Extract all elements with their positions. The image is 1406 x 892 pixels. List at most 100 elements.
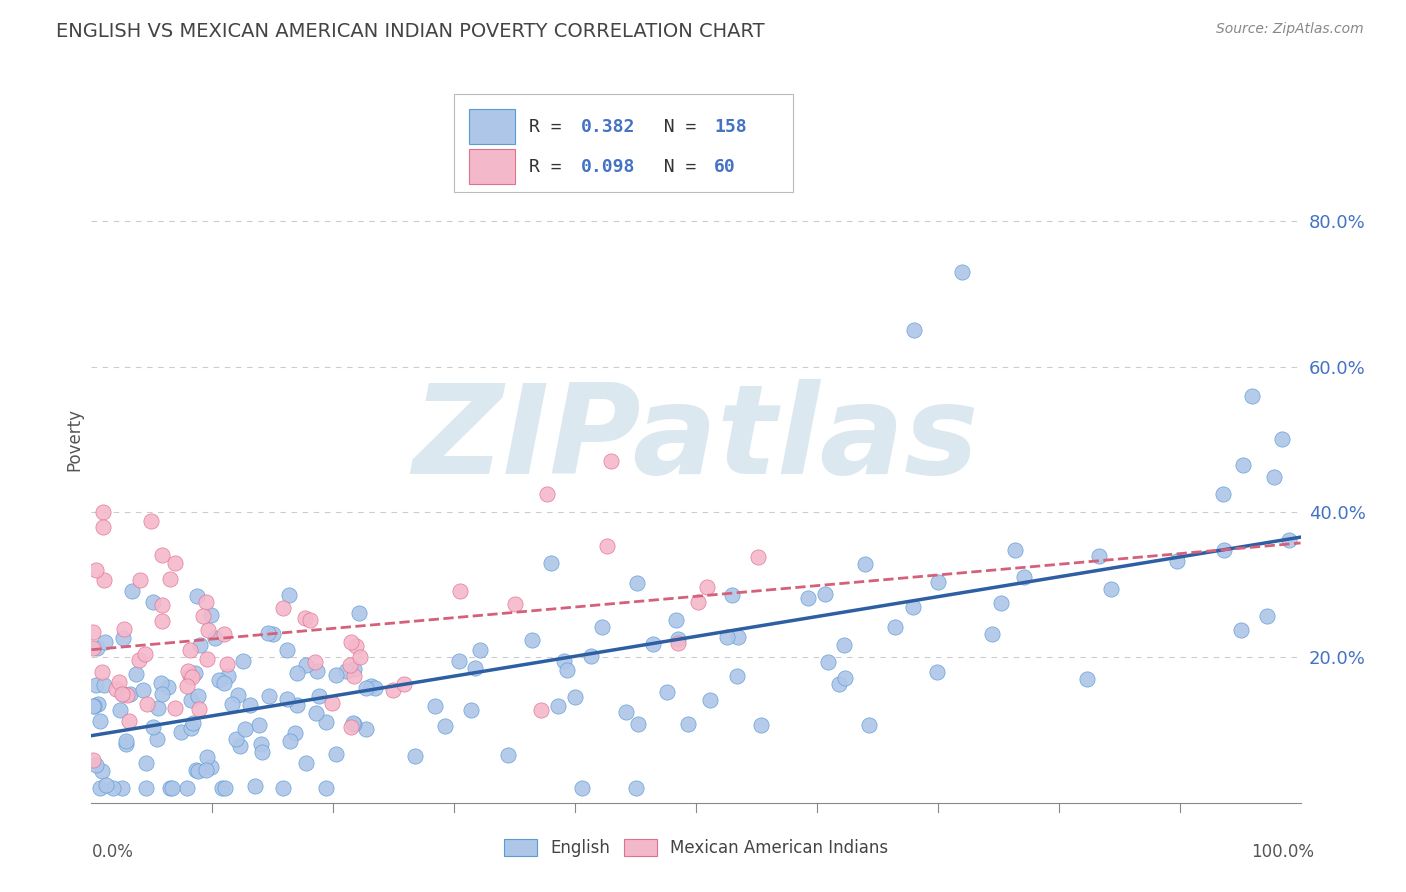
Point <box>626 576 648 591</box>
Point <box>307 664 329 678</box>
Point <box>828 677 851 691</box>
Point <box>1271 432 1294 446</box>
Point <box>93 678 115 692</box>
Point <box>294 658 316 673</box>
Point <box>146 731 169 746</box>
Point <box>1088 549 1111 563</box>
Text: N =: N = <box>641 158 707 176</box>
Point <box>1230 623 1253 637</box>
Point <box>343 662 366 676</box>
Point <box>1099 582 1122 596</box>
Point <box>163 701 186 715</box>
Point <box>82 640 104 655</box>
Text: R =: R = <box>529 158 572 176</box>
Point <box>94 634 117 648</box>
Point <box>600 454 623 468</box>
Point <box>125 667 148 681</box>
Point <box>858 718 880 732</box>
Point <box>553 654 575 668</box>
Point <box>211 781 233 796</box>
Point <box>142 720 165 734</box>
Point <box>108 703 131 717</box>
Point <box>363 681 385 695</box>
Point <box>187 689 209 703</box>
Bar <box>468 149 515 184</box>
Point <box>229 739 252 753</box>
Point <box>520 633 543 648</box>
Point <box>530 703 553 717</box>
Point <box>179 643 201 657</box>
Point <box>883 620 905 634</box>
Text: 158: 158 <box>714 118 747 136</box>
Point <box>91 665 114 680</box>
Point <box>1014 570 1036 584</box>
Point <box>346 639 368 653</box>
Point <box>87 698 110 712</box>
Point <box>449 583 471 598</box>
Point <box>721 588 744 602</box>
Point <box>93 505 115 519</box>
Point <box>135 781 157 796</box>
Point <box>321 697 343 711</box>
Point <box>666 632 689 646</box>
Point <box>614 705 637 719</box>
Text: ZIPatlas: ZIPatlas <box>413 379 979 500</box>
Point <box>276 692 298 706</box>
Point <box>903 599 925 614</box>
Point <box>176 679 198 693</box>
Point <box>1213 542 1236 557</box>
Point <box>335 664 357 678</box>
Text: 0.098: 0.098 <box>581 158 636 176</box>
Point <box>150 614 173 628</box>
Point <box>540 556 562 570</box>
Point <box>259 689 281 703</box>
Point <box>89 781 111 796</box>
Point <box>117 714 139 729</box>
Point <box>110 781 132 796</box>
Point <box>356 722 378 736</box>
Point <box>120 687 142 701</box>
Point <box>1241 389 1264 403</box>
Point <box>278 588 301 602</box>
Point <box>212 676 235 690</box>
Legend: English, Mexican American Indians: English, Mexican American Indians <box>496 832 896 863</box>
Point <box>496 747 519 762</box>
Point <box>581 649 603 664</box>
Point <box>340 635 363 649</box>
Point <box>447 654 470 668</box>
Point <box>1004 542 1026 557</box>
Point <box>170 725 193 739</box>
Point <box>150 598 173 612</box>
Point <box>666 636 689 650</box>
Point <box>1263 470 1285 484</box>
Point <box>340 721 363 735</box>
Point <box>285 698 308 712</box>
Point <box>696 580 718 594</box>
Point <box>299 613 322 627</box>
Point <box>699 693 721 707</box>
Point <box>536 487 558 501</box>
Point <box>1212 487 1234 501</box>
Point <box>180 692 202 706</box>
Point <box>256 626 278 640</box>
Point <box>190 638 212 652</box>
Point <box>134 647 156 661</box>
Point <box>148 700 170 714</box>
Point <box>624 781 647 796</box>
Point <box>354 681 377 696</box>
Point <box>86 563 108 577</box>
Text: ENGLISH VS MEXICAN AMERICAN INDIAN POVERTY CORRELATION CHART: ENGLISH VS MEXICAN AMERICAN INDIAN POVER… <box>56 22 765 41</box>
Point <box>564 690 586 704</box>
Point <box>676 717 699 731</box>
Point <box>103 781 125 796</box>
Point <box>82 699 104 714</box>
Point <box>464 661 486 675</box>
Point <box>315 715 337 730</box>
Point <box>186 589 208 603</box>
Point <box>271 781 294 796</box>
Point <box>112 687 135 701</box>
Point <box>423 698 446 713</box>
Point <box>903 323 925 337</box>
Point <box>221 698 243 712</box>
Point <box>834 671 856 685</box>
